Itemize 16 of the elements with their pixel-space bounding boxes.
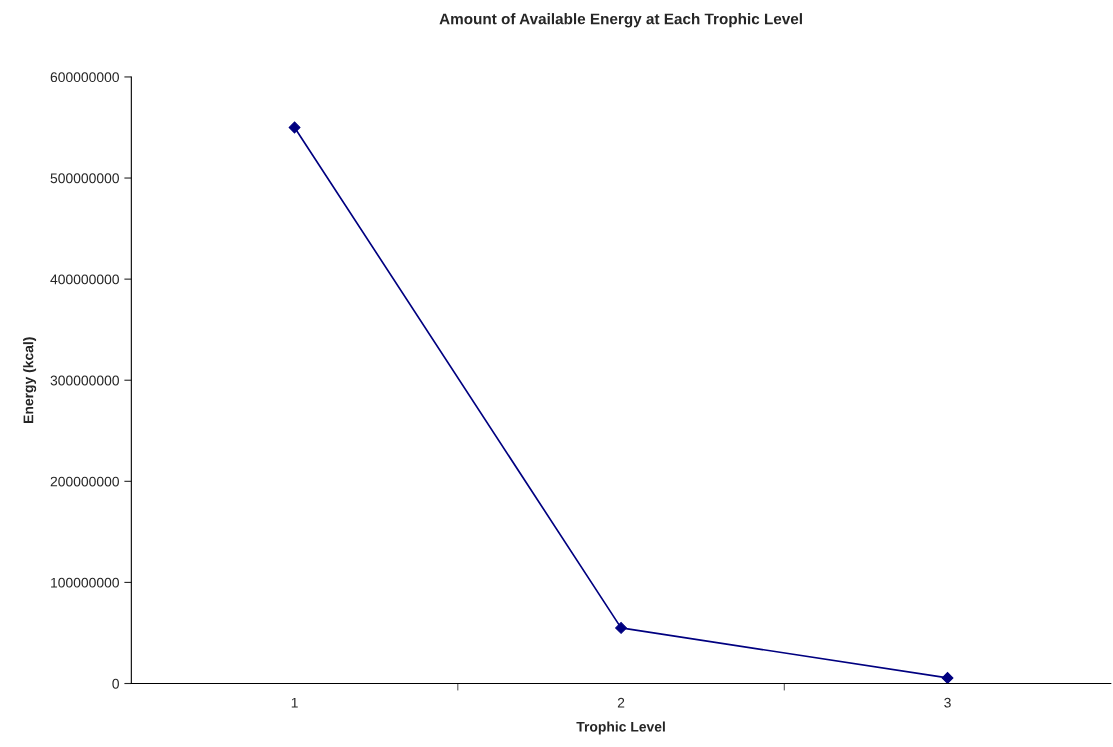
x-tick-label: 1	[291, 697, 298, 708]
point	[941, 672, 954, 684]
y-tick-label: 100000000	[51, 577, 119, 588]
point	[615, 621, 627, 634]
y-tick-label: 0	[112, 678, 119, 689]
y-tick-label: 200000000	[50, 476, 119, 487]
y-tick-label: 400000000	[50, 274, 119, 285]
y-tick-label: 600000000	[50, 72, 119, 83]
x-tick-label: 3	[944, 697, 951, 708]
y-tick-label: 500000000	[50, 173, 119, 184]
x-tick-label: 2	[617, 697, 625, 708]
y-tick-label: 300000000	[50, 375, 119, 386]
x-axis-title: Trophic Level	[576, 721, 665, 735]
point	[288, 121, 301, 134]
y-axis-title: Energy (kcal)	[23, 337, 37, 423]
chart-title: Amount of Available Energy at Each Trophic Level	[439, 13, 802, 28]
